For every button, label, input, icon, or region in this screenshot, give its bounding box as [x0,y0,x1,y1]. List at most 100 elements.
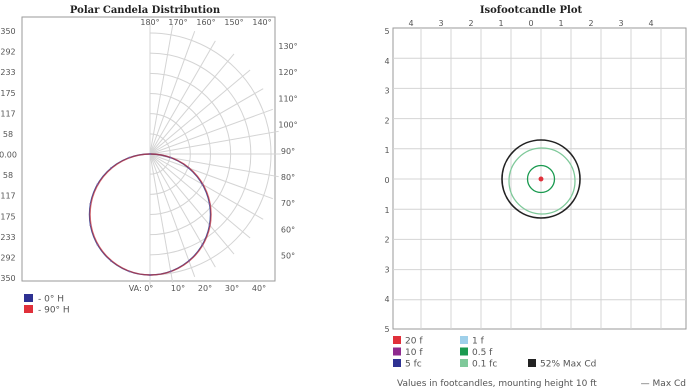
polar-radial-tick: 350 [0,27,15,36]
polar-radial-tick: 58 [3,130,13,139]
polar-series-point [89,224,92,226]
polar-radial-tick: 175 [0,212,15,221]
polar-radial-tick: 175 [0,89,15,98]
polar-spoke [149,153,235,255]
iso-contour [501,139,581,219]
polar-spoke [149,153,273,200]
iso-y-tick: 0 [384,176,389,185]
polar-spoke [149,153,216,268]
polar-series-point [149,274,151,276]
polar-angle-label-bottom: 20° [198,284,212,293]
polar-angle-label-bottom: 40° [252,284,266,293]
iso-x-tick: 2 [468,19,473,28]
polar-spoke [149,53,235,155]
polar-series-point [201,243,204,246]
iso-x-tick: 3 [438,19,443,28]
polar-series [88,153,212,276]
polar-radial-tick: 292 [0,48,15,57]
iso-y-tick: 5 [384,325,389,334]
polar-angle-label-top: 170° [168,18,187,27]
iso-legend-swatch [460,359,468,367]
polar-series-point [187,259,190,262]
polar-radial-tick: 233 [0,233,15,242]
polar-angle-label-top: 160° [196,18,215,27]
iso-x-tick: 2 [588,19,593,28]
polar-spoke [149,153,196,277]
polar-series-point [187,167,190,170]
iso-contours [501,139,581,219]
polar-radial-tick: 233 [0,68,15,77]
iso-legend-swatch [393,336,401,344]
polar-series-point [128,270,131,273]
isofootcandle-chart: Isofootcandle Plot 4 3 2 1 0 1 2 3 4 5 4 3 2 1 0 1 2 3 4 5 … [384,5,687,389]
polar-series-point [208,203,211,205]
iso-chart-title: Isofootcandle Plot [480,5,583,16]
iso-y-tick: 2 [384,236,389,245]
polar-angle-label-right: 80° [281,173,295,182]
polar-labels: 350 292 233 175 117 58 0.00 58 117 175 233 292 350 18… [0,18,298,293]
iso-legend: 20 f 1 f 10 f 0.5 f 5 fc 0.1 fc 52% Max Cd Valu… [393,336,686,389]
polar-radial-tick: 117 [0,192,15,201]
polar-grid [149,23,281,285]
polar-series-point [89,203,92,205]
polar-radial-tick: 0.00 [0,151,17,160]
polar-series-point [96,243,99,246]
iso-x-tick: 4 [648,19,653,28]
polar-angle-label-bottom: 10° [171,284,185,293]
polar-candela-chart: Polar Candela Distribution 350 292 233 175 1… [0,5,298,316]
iso-legend-label: 5 fc [405,360,422,370]
iso-y-tick: 1 [384,146,389,155]
polar-angle-label-right: 70° [281,199,295,208]
iso-x-tick: 3 [618,19,623,28]
iso-grid [393,28,686,329]
iso-x-tick: 4 [408,19,413,28]
polar-angle-label-top: 180° [140,18,159,27]
iso-labels: 4 3 2 1 0 1 2 3 4 5 4 3 2 1 0 1 2 3 4 5 [384,19,653,334]
iso-legend-label: 10 f [405,348,423,358]
polar-series-point [208,224,211,226]
polar-angle-label-right: 130° [278,42,297,51]
polar-spoke [149,130,279,155]
iso-contour [508,147,576,215]
iso-y-tick: 2 [384,116,389,125]
iso-x-tick: 0 [528,19,533,28]
iso-y-tick: 4 [384,57,389,66]
polar-angle-label-right: 120° [278,68,297,77]
polar-spoke [149,153,264,220]
polar-spoke [149,40,216,155]
polar-angle-label-right: 90° [281,147,295,156]
iso-legend-label: 0.1 fc [472,360,497,370]
iso-contour [538,176,544,182]
polar-series-point [149,153,151,155]
polar-angle-label-top: 150° [224,18,243,27]
iso-legend-swatch [460,336,468,344]
iso-legend-swatch [460,347,468,356]
polar-series-point [128,156,131,159]
polar-legend-swatch [24,305,33,313]
iso-legend-label: 0.5 f [472,348,493,358]
polar-spoke [149,69,251,155]
polar-chart-frame [21,16,276,282]
iso-legend-label: 52% Max Cd [540,360,596,370]
iso-x-tick: 1 [558,19,563,28]
iso-footer-note: Values in footcandles, mounting height 1… [397,379,597,389]
polar-series-point [201,183,204,186]
polar-spoke [149,153,251,239]
polar-angle-label-top: 140° [252,18,271,27]
iso-legend-swatch [393,359,401,367]
polar-angle-label-right: 100° [278,121,297,130]
iso-y-tick: 4 [384,295,389,304]
iso-y-tick: 5 [384,27,389,36]
polar-legend-label: - 90° H [38,306,70,316]
iso-legend-label: 1 f [472,337,485,347]
polar-spoke [149,25,174,155]
iso-x-tick: 1 [498,19,503,28]
polar-series-point [110,167,113,170]
polar-angle-label-bottom: VA: 0° [129,284,154,293]
iso-legend-swatch [528,359,536,367]
polar-radial-tick: 350 [0,274,15,283]
polar-angle-label-right: 110° [278,94,297,103]
iso-y-tick: 3 [384,265,389,274]
polar-angle-label-right: 60° [281,225,295,234]
